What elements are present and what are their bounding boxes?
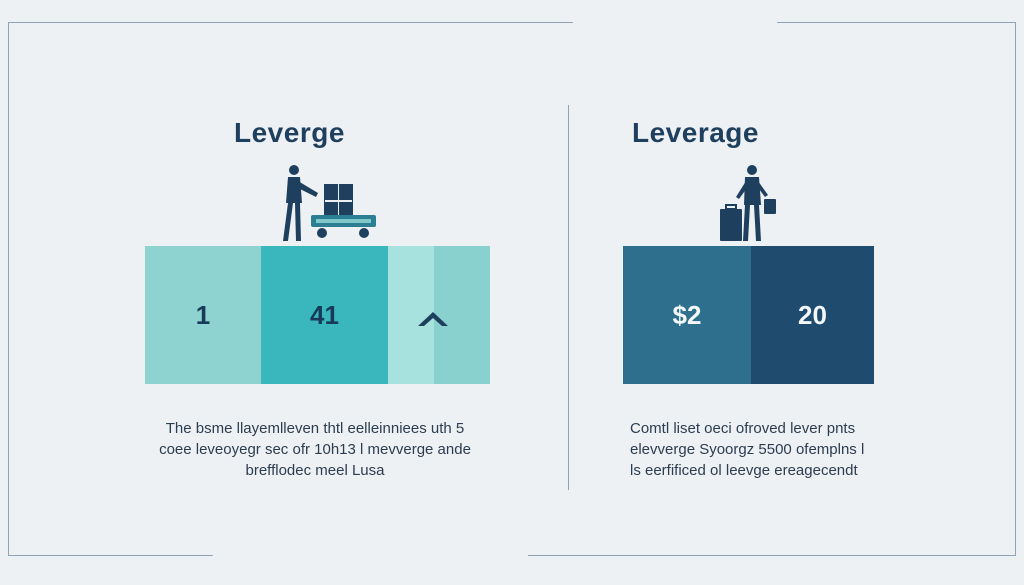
right-caption: Comtl liset oeci ofroved lever pnts elev…	[630, 418, 864, 481]
right-caption-line-2: elevverge Syoorgz 5500 ofemplns l	[630, 441, 865, 458]
left-caption-line-1: The bsme llayemlleven thtl eelleinniees …	[165, 420, 465, 437]
left-blocks: 1 41	[145, 246, 490, 384]
left-block-2: 41	[261, 246, 388, 384]
businessman-with-luggage-icon	[720, 165, 776, 241]
right-panel: Leverage $2 20 Comtl liset oeci ofroved …	[570, 0, 1024, 585]
left-caption-line-3: brefflodec meel Lusa	[245, 462, 385, 479]
left-caption: The bsme llayemlleven thtl eelleinniees …	[150, 418, 480, 481]
right-title: Leverage	[632, 117, 759, 148]
frame-top-right	[777, 22, 1016, 23]
right-blocks: $2 20	[623, 246, 874, 384]
worker-with-cart-icon	[283, 165, 376, 241]
left-caption-line-2: coee leveoyegr sec ofr 10h13 l mevverge …	[159, 441, 471, 458]
frame-left	[8, 22, 9, 556]
left-block-4	[434, 246, 490, 384]
right-block-1: $2	[623, 246, 751, 384]
right-block-2: 20	[751, 246, 874, 384]
left-block-2-label: 41	[310, 299, 339, 330]
right-caption-line-3: ls eerfificed ol leevge ereagecendt	[630, 462, 858, 479]
right-caption-line-1: Comtl liset oeci ofroved lever pnts	[630, 420, 856, 437]
frame-bottom-right	[528, 555, 1016, 556]
left-block-3	[388, 246, 434, 384]
frame-top-left	[8, 22, 573, 23]
center-divider	[568, 105, 569, 490]
left-block-1: 1	[145, 246, 261, 384]
frame-right	[1015, 22, 1016, 556]
frame-bottom-left	[8, 555, 213, 556]
left-title: Leverge	[234, 117, 345, 148]
chevron-up-icon	[418, 312, 448, 326]
left-block-1-label: 1	[195, 299, 211, 330]
right-block-2-label: 20	[798, 299, 827, 330]
left-panel: Leverge 1 41 The bsme llayemlleven thtl …	[145, 117, 490, 481]
right-block-1-label: $2	[672, 299, 702, 330]
